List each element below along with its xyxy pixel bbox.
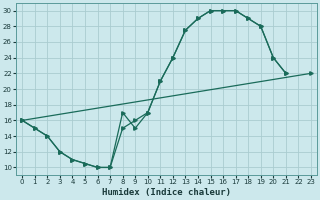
X-axis label: Humidex (Indice chaleur): Humidex (Indice chaleur) xyxy=(102,188,231,197)
